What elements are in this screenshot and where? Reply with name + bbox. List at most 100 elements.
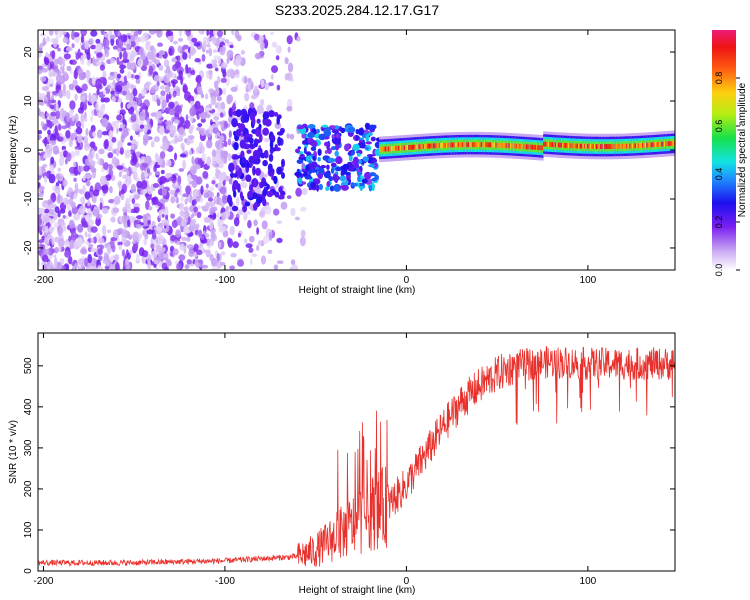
spectrogram-carrier-cell [470, 142, 473, 148]
spectrogram-carrier-cell [463, 142, 466, 148]
spectrogram-noise-cell [62, 89, 67, 97]
spectrogram-noise-cell [48, 173, 56, 184]
spectrogram-carrier-cell [437, 143, 440, 148]
spectrogram-noise-cell [107, 140, 114, 147]
spectrogram-noise-cell [158, 55, 163, 59]
spectrogram-noise-cell [254, 85, 258, 95]
spectrogram-noise-cell [129, 54, 135, 62]
spectrogram-transition-cell [347, 126, 356, 133]
colorbar-tick-label: 0.8 [714, 72, 724, 85]
spectrogram-noise-cell [286, 133, 290, 139]
spectrogram-noise-cell [177, 45, 183, 53]
spectrogram-noise-cell [84, 40, 90, 50]
snr-x-ticks: -200 -100 0 100 [33, 333, 597, 587]
spectrogram-carrier-cell [552, 142, 554, 148]
spectrogram-noise-cell [41, 261, 45, 266]
spectrogram-noise-cell [182, 44, 189, 50]
spectrogram-noise-cell [269, 139, 274, 150]
spectrogram-noise-cell [226, 94, 234, 103]
spectrogram-carrier-cell [572, 143, 575, 149]
spectrogram-noise-cell [228, 107, 233, 118]
spectrogram-noise-cell [231, 205, 239, 212]
spectrogram-transition-cell [298, 177, 303, 185]
spectrogram-noise-cell [110, 34, 116, 40]
spectrogram-noise-cell [189, 205, 195, 213]
spectrogram-noise-cell [43, 175, 48, 184]
spectrogram-noise-cell [267, 82, 274, 87]
spectrogram-carrier-cell [565, 143, 567, 148]
x-tick-label: -200 [33, 275, 53, 286]
spectrogram-noise-cell [73, 69, 78, 80]
spectrogram-noise-cell [290, 207, 296, 217]
spectrogram-noise-cell [68, 256, 73, 265]
spectrogram-noise-cell [301, 188, 308, 196]
spectrogram-noise-cell [190, 214, 194, 219]
spectrogram-noise-cell [184, 91, 191, 101]
spectrogram-noise-cell [291, 264, 298, 270]
spectrogram-noise-cell [122, 58, 130, 64]
spectrogram-transition-cell [345, 171, 351, 176]
spectrogram-noise-cell [185, 185, 192, 195]
spectrogram-noise-cell [243, 113, 250, 123]
spectrogram-noise-cell [178, 30, 183, 37]
spectrogram-noise-cell [209, 186, 215, 192]
spectrogram-transition-cell [333, 183, 342, 192]
spectrogram-carrier-cell [411, 144, 413, 150]
spectrogram-noise-cell [48, 204, 53, 209]
spectrogram-noise-cell [214, 59, 217, 65]
spectrogram-noise-cell [268, 153, 274, 162]
spectrogram-noise-cell [77, 258, 85, 265]
spectrogram-transition-cell [308, 169, 312, 174]
spectrogram-noise-cell [197, 205, 201, 210]
spectrogram-noise-cell [61, 145, 66, 151]
spectrogram-noise-cell [102, 163, 108, 170]
figure-title: S233.2025.284.12.17.G17 [275, 2, 439, 18]
spectrogram-noise-cell [207, 36, 211, 45]
spectrogram-noise-cell [90, 247, 97, 253]
spectrogram-noise-cell [130, 183, 137, 194]
spectrogram-noise-cell [221, 251, 226, 256]
spectrogram-transition-cell [335, 176, 340, 181]
spectrogram-noise-cell [184, 264, 190, 270]
spectrogram-noise-cell [96, 88, 100, 96]
spectrogram-noise-cell [196, 86, 203, 94]
spectrogram-carrier-cell [626, 143, 628, 149]
spectrogram-noise-cell [111, 96, 116, 103]
spectrogram-noise-cell [276, 131, 284, 136]
spectrogram-noise-cell [134, 74, 140, 80]
spectrogram-carrier-cell [621, 143, 624, 149]
spectrogram-noise-cell [92, 56, 96, 66]
spectrogram-noise-cell [181, 236, 187, 241]
spectrogram-noise-cell [143, 83, 150, 91]
spectrogram-noise-cell [201, 54, 206, 62]
spectrogram-carrier-cell [457, 142, 460, 148]
snr-frame [37, 332, 676, 572]
spectrogram-noise-cell [221, 212, 227, 221]
spectrogram-transition-cell [310, 168, 316, 173]
spectrogram-transition-cell [361, 178, 368, 184]
spectrogram-noise-cell [191, 156, 195, 165]
spectrogram-carrier-cell [639, 143, 641, 148]
spectrogram-noise-cell [95, 38, 101, 44]
spectrogram-noise-cell [264, 119, 272, 127]
spectrogram-noise-cell [253, 202, 258, 211]
spectrogram-noise-cell [212, 49, 219, 53]
spectrogram-noise-cell [232, 180, 239, 190]
spectrogram-noise-cell [64, 250, 70, 258]
spectrogram-noise-cell [257, 240, 262, 246]
spectrogram-noise-cell [119, 147, 124, 155]
spectrogram-noise-cell [240, 150, 245, 159]
snr-plot-area [38, 333, 675, 571]
spectrogram-carrier-cell [383, 146, 386, 152]
spectrogram-noise-cell [259, 35, 265, 43]
spectrogram-noise-cell [206, 43, 211, 48]
spectrogram-noise-cell [216, 212, 220, 218]
spectrogram-carrier-cell [492, 142, 495, 148]
spectrogram-transition-cell [310, 146, 317, 152]
spectrogram-noise-cell [155, 171, 160, 176]
spectrogram-noise-cell [75, 120, 82, 129]
spectrogram-noise-cell [128, 99, 135, 107]
spectrogram-noise-cell [249, 184, 254, 192]
spectrogram-noise-cell [268, 168, 275, 174]
spectrogram-carrier-cell [604, 144, 606, 149]
